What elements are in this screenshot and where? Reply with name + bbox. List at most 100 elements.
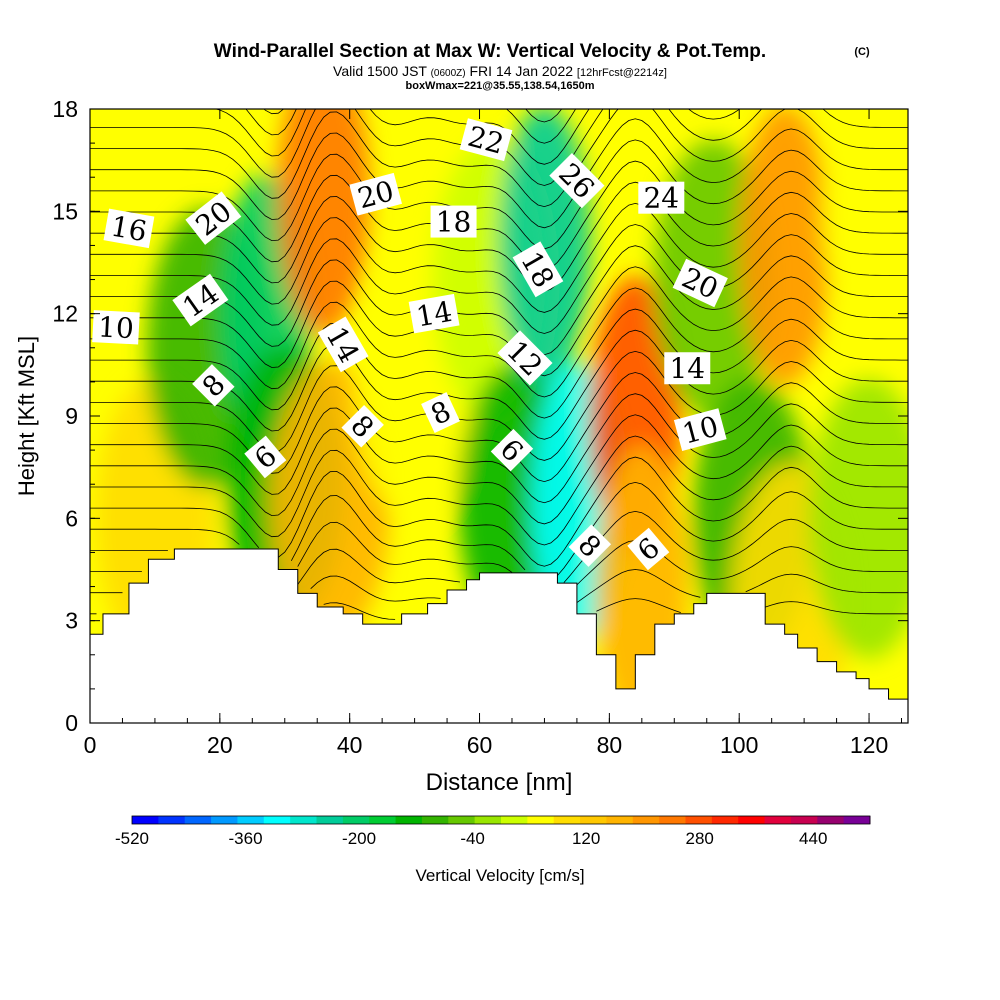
colorbar-swatch (817, 816, 845, 824)
colorbar-tick-label: -520 (115, 829, 149, 848)
colorbar: -520 -360 -200 -40 120 280 440 (115, 815, 871, 848)
y-tick-label: 0 (65, 710, 78, 736)
contour-label-text: 14 (669, 352, 705, 385)
colorbar-swatch (501, 816, 528, 824)
colorbar-swatch (790, 816, 818, 824)
valid-utc: (0600Z) (431, 68, 466, 79)
colorbar-swatch (659, 816, 686, 824)
colorbar-swatch (316, 816, 344, 824)
colorbar-swatch (211, 816, 238, 824)
colorbar-swatch (632, 816, 660, 824)
colorbar-tick-label: 280 (686, 829, 714, 848)
x-tick-label: 0 (84, 732, 97, 758)
colorbar-swatch (395, 816, 423, 824)
colorbar-swatch (132, 816, 159, 824)
axes: 0 20 40 60 80 100 120 0 3 6 9 12 15 18 (52, 96, 908, 758)
theta-contour-12 (90, 393, 908, 504)
colorbar-swatch (843, 816, 871, 824)
theta-contour-20 (90, 224, 908, 334)
x-tick-label: 80 (597, 732, 623, 758)
x-axis-label: Distance [nm] (426, 769, 573, 796)
theta-contour-10 (90, 435, 908, 546)
theta-contours (90, 0, 908, 620)
y-tick-label: 18 (52, 96, 78, 122)
theta-contour-8 (90, 481, 908, 576)
theta-contour-17 (90, 287, 908, 398)
contour-label-text: 16 (108, 210, 149, 249)
contour-label-text: 18 (436, 206, 472, 239)
box-info: boxWmax=221@35.55,138.54,1650m (406, 80, 595, 92)
y-tick-label: 9 (65, 403, 78, 429)
x-tick-label: 40 (337, 732, 363, 758)
theta-contour-5 (90, 569, 908, 603)
colorbar-swatch (263, 816, 291, 824)
colorbar-swatch (158, 816, 186, 824)
x-tick-label: 20 (207, 732, 233, 758)
colorbar-frame (131, 815, 871, 825)
theta-contour-26 (90, 109, 908, 208)
contour-label-22: 24 (638, 181, 685, 215)
forecast-info: [12hrFcst@2214z] (577, 67, 667, 79)
theta-contour-7 (90, 510, 908, 583)
y-axis-label: Height [Kft MSL] (14, 336, 39, 496)
contour-label-text: 10 (97, 310, 134, 345)
colorbar-swatch (448, 816, 476, 824)
theta-contour-4 (90, 598, 908, 620)
theta-contour-25 (90, 118, 908, 229)
colorbar-swatch (421, 816, 449, 824)
contour-label-19: 10 (673, 408, 727, 452)
colorbar-swatch (685, 816, 713, 824)
valid-line: Valid 1500 JST (0600Z) FRI 14 Jan 2022 [… (333, 63, 667, 79)
theta-contour-22 (90, 181, 908, 292)
velocity-cell-5 (277, 109, 370, 335)
colorbar-tick-label: 440 (799, 829, 827, 848)
theta-contour-6 (90, 540, 908, 586)
colorbar-tick-label: -40 (460, 829, 485, 848)
velocity-cell-19 (822, 109, 908, 352)
contour-label-2: 10 (92, 310, 140, 345)
colorbar-swatch (711, 816, 739, 824)
velocity-cell-18 (809, 378, 908, 659)
colorbar-tick-label: 120 (572, 829, 600, 848)
contour-label-4: 16 (103, 208, 155, 249)
contour-label-text: 14 (414, 295, 455, 334)
theta-contour-35 (90, 0, 908, 16)
contour-label-text: 24 (643, 182, 679, 215)
theta-contour-9 (90, 456, 908, 567)
theta-contour-13 (90, 372, 908, 483)
colorbar-swatch (553, 816, 581, 824)
colorbar-tick-label: -360 (229, 829, 263, 848)
colorbar-swatch (237, 816, 265, 824)
x-tick-label: 60 (467, 732, 493, 758)
theta-contour-19 (90, 245, 908, 356)
theta-contour-14 (90, 350, 908, 461)
colorbar-swatch (527, 816, 555, 824)
colorbar-label: Vertical Velocity [cm/s] (415, 866, 584, 885)
colorbar-swatch (764, 816, 792, 824)
theta-contour-11 (90, 414, 908, 525)
x-tick-label: 100 (720, 732, 758, 758)
theta-contour-21 (90, 202, 908, 313)
terrain (90, 548, 908, 723)
y-tick-label: 3 (65, 608, 78, 634)
y-tick-label: 15 (52, 198, 78, 224)
colorbar-swatch (738, 816, 766, 824)
colorbar-swatch (580, 816, 607, 824)
colorbar-swatch (369, 816, 397, 824)
contour-label-10: 14 (408, 293, 460, 334)
theta-contour-34 (90, 0, 908, 37)
contour-label-20: 14 (664, 352, 711, 385)
colorbar-swatch (474, 816, 502, 824)
copyright-mark: (C) (854, 46, 870, 58)
colorbar-tick-label: -200 (342, 829, 376, 848)
theta-contour-28 (214, 109, 741, 165)
theta-contour-18 (90, 266, 908, 377)
x-tick-label: 120 (850, 732, 888, 758)
valid-date: FRI 14 Jan 2022 (470, 63, 574, 79)
colorbar-swatch (290, 816, 317, 824)
colorbar-swatch (184, 816, 212, 824)
colorbar-swatch (606, 816, 634, 824)
colorbar-swatch (342, 816, 370, 824)
